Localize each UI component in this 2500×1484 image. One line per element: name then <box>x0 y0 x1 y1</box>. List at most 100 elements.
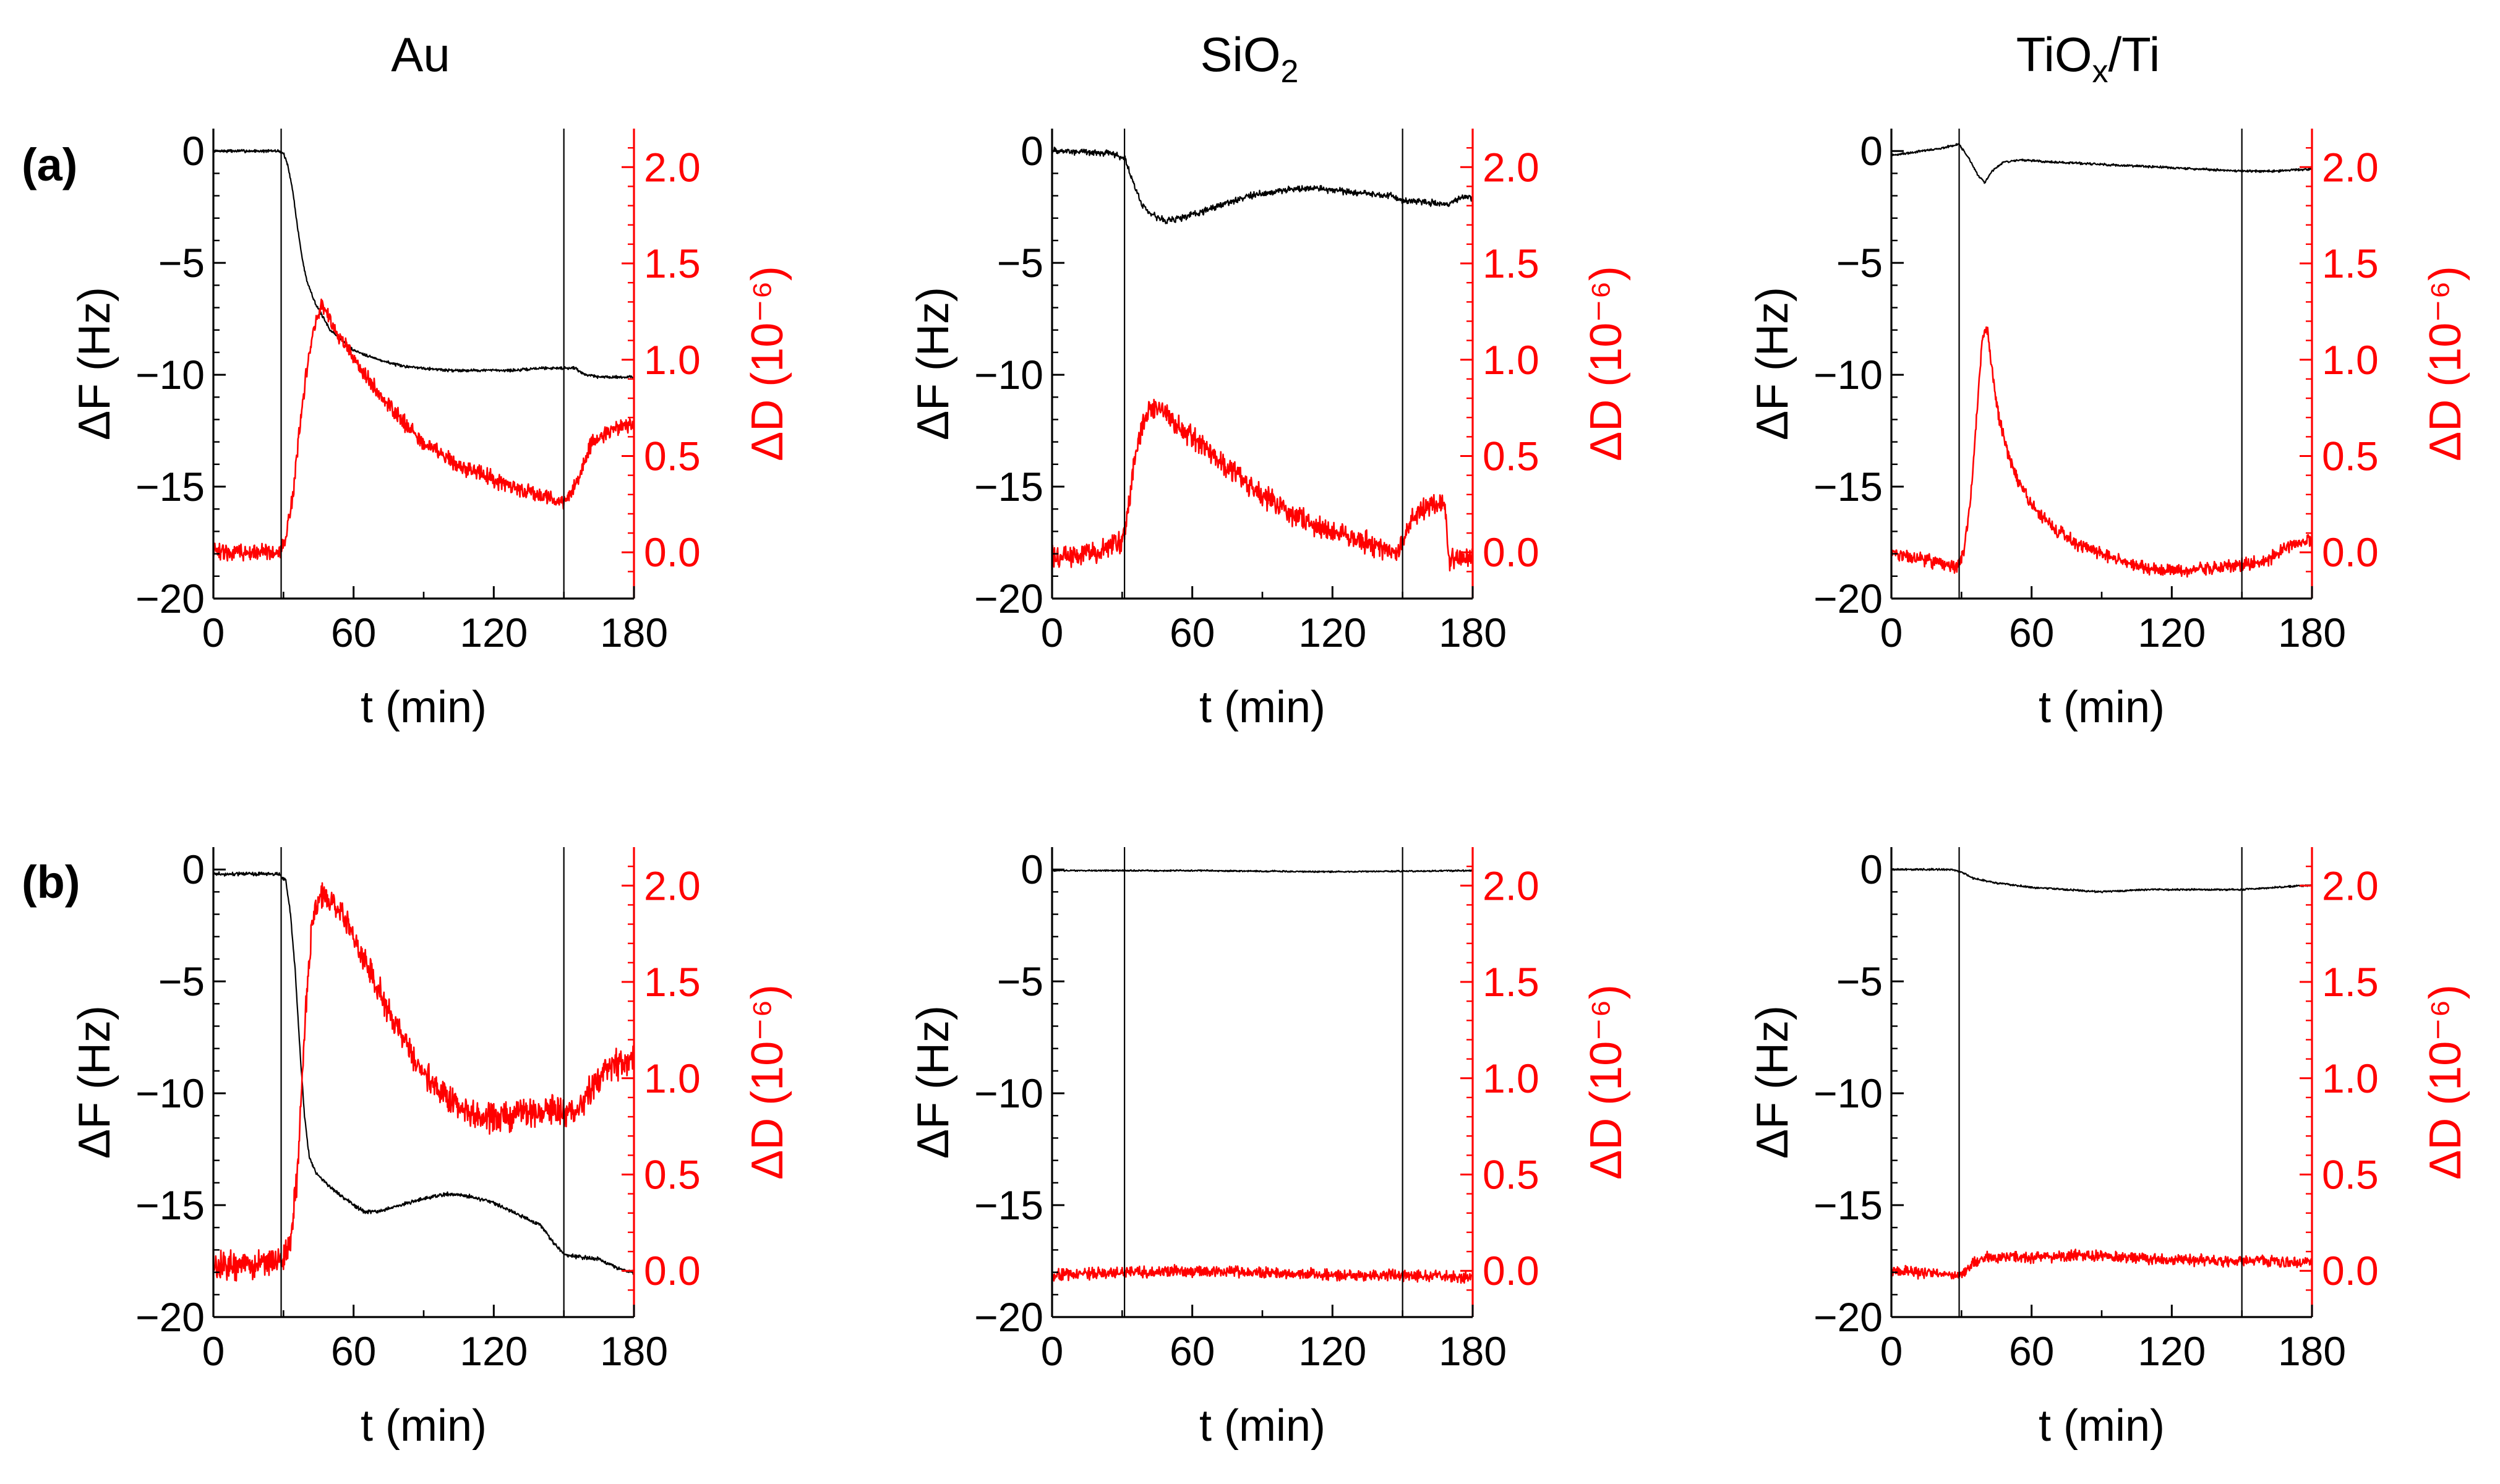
right-tick-label: 0.5 <box>644 1152 701 1198</box>
right-tick-label: 1.0 <box>2322 337 2379 383</box>
right-axis-label: ΔD (10⁻⁶) <box>743 266 792 461</box>
right-tick-label: 0.0 <box>2322 1248 2379 1294</box>
right-tick-label: 2.0 <box>644 863 701 908</box>
frequency-series-line <box>1891 143 2313 184</box>
panel-b-2: 0 60 120 180 0 −5 −10 −15 −20 0.0 0.5 1.0 1.5 2.0 t (m… <box>909 846 1631 1451</box>
right-tick-label: 0.5 <box>1483 433 1539 479</box>
x-tick-label: 180 <box>2278 1328 2346 1374</box>
x-tick-label: 0 <box>202 610 225 655</box>
column-title-sio2: SiO2 <box>1201 27 1299 90</box>
dissipation-series-line <box>212 882 635 1282</box>
left-axis-label: ΔF (Hz) <box>909 287 958 440</box>
left-tick-label: −15 <box>1813 464 1883 510</box>
right-axis-label: ΔD (10⁻⁶) <box>2421 266 2470 461</box>
left-tick-label: −20 <box>135 1294 205 1340</box>
x-tick-label: 120 <box>460 610 528 655</box>
left-tick-label: −10 <box>974 1070 1043 1116</box>
frequency-series-line <box>1051 869 1473 874</box>
column-title-tiox-base: TiO <box>2016 27 2092 82</box>
left-tick-label: 0 <box>1021 846 1043 892</box>
x-axis-label: t (min) <box>361 1401 487 1451</box>
right-tick-label: 0.5 <box>2322 1152 2379 1198</box>
x-tick-label: 60 <box>331 610 376 655</box>
left-tick-label: −5 <box>997 240 1043 286</box>
x-axis-label: t (min) <box>1199 1401 1325 1451</box>
right-tick-label: 1.5 <box>644 241 701 286</box>
x-tick-label: 0 <box>202 1328 225 1374</box>
dissipation-series-line <box>1890 1248 2313 1280</box>
right-tick-label: 2.0 <box>644 144 701 190</box>
x-axis-label: t (min) <box>2039 683 2165 732</box>
left-tick-label: 0 <box>182 128 205 174</box>
left-tick-label: −5 <box>1836 958 1883 1004</box>
x-tick-label: 120 <box>2138 1328 2206 1374</box>
right-tick-label: 1.0 <box>644 1055 701 1101</box>
x-axis-label: t (min) <box>361 683 487 732</box>
x-tick-label: 0 <box>1880 1328 1903 1374</box>
right-tick-label: 1.0 <box>2322 1055 2379 1101</box>
x-tick-label: 0 <box>1041 610 1064 655</box>
right-tick-label: 2.0 <box>1483 863 1539 908</box>
column-title-sio2-subscript: 2 <box>1281 54 1299 90</box>
panel-b-3: 0 60 120 180 0 −5 −10 −15 −20 0.0 0.5 1.0 1.5 2.0 t (m… <box>1748 846 2470 1451</box>
dissipation-series-line <box>1051 398 1474 572</box>
left-tick-label: −5 <box>997 958 1043 1004</box>
frequency-series-line <box>1051 147 1473 224</box>
right-tick-label: 0.0 <box>2322 529 2379 575</box>
right-tick-label: 1.0 <box>1483 337 1539 383</box>
column-title-tiox-rest: /Ti <box>2108 27 2160 82</box>
panel-b-1: 0 60 120 180 0 −5 −10 −15 −20 0.0 0.5 1.0 1.5 2.0 t (m… <box>70 846 792 1451</box>
dissipation-series-line <box>212 298 635 562</box>
left-tick-label: −10 <box>135 352 205 398</box>
x-tick-label: 120 <box>1298 610 1366 655</box>
x-tick-label: 120 <box>460 1328 528 1374</box>
right-tick-label: 1.5 <box>2322 959 2379 1005</box>
column-title-sio2-base: SiO <box>1201 27 1281 82</box>
left-tick-label: −5 <box>1836 240 1883 286</box>
right-tick-label: 1.5 <box>644 959 701 1005</box>
x-tick-label: 0 <box>1041 1328 1064 1374</box>
x-tick-label: 60 <box>1170 1328 1215 1374</box>
right-axis-label: ΔD (10⁻⁶) <box>743 984 792 1180</box>
left-tick-label: −20 <box>974 1294 1043 1340</box>
x-tick-label: 180 <box>600 1328 668 1374</box>
right-tick-label: 0.0 <box>1483 1248 1539 1294</box>
right-tick-label: 2.0 <box>2322 144 2379 190</box>
left-tick-label: −15 <box>974 464 1043 510</box>
left-axis-label: ΔF (Hz) <box>70 287 119 440</box>
left-tick-label: 0 <box>1860 846 1883 892</box>
right-tick-label: 1.0 <box>1483 1055 1539 1101</box>
left-tick-label: 0 <box>1021 128 1043 174</box>
right-tick-label: 0.0 <box>644 1248 701 1294</box>
left-axis-label: ΔF (Hz) <box>909 1005 958 1159</box>
x-tick-label: 60 <box>1170 610 1215 655</box>
x-tick-label: 180 <box>600 610 668 655</box>
left-tick-label: 0 <box>182 846 205 892</box>
x-tick-label: 60 <box>331 1328 376 1374</box>
x-tick-label: 0 <box>1880 610 1903 655</box>
left-tick-label: −20 <box>974 576 1043 621</box>
column-title-au: Au <box>391 27 450 82</box>
frequency-series-line <box>213 148 635 379</box>
left-tick-label: −10 <box>974 352 1043 398</box>
left-tick-label: −10 <box>1813 352 1883 398</box>
left-tick-label: −15 <box>135 1182 205 1228</box>
left-tick-label: −5 <box>158 240 205 286</box>
right-tick-label: 2.0 <box>2322 863 2379 908</box>
left-tick-label: −5 <box>158 958 205 1004</box>
right-tick-label: 1.5 <box>1483 959 1539 1005</box>
right-tick-label: 0.5 <box>1483 1152 1539 1198</box>
right-axis-label: ΔD (10⁻⁶) <box>1582 984 1631 1180</box>
x-tick-label: 180 <box>1439 610 1507 655</box>
left-axis-label: ΔF (Hz) <box>70 1005 119 1159</box>
x-tick-label: 60 <box>2009 610 2054 655</box>
x-tick-label: 120 <box>2138 610 2206 655</box>
left-tick-label: −20 <box>135 576 205 621</box>
left-tick-label: −15 <box>974 1182 1043 1228</box>
right-tick-label: 1.5 <box>1483 241 1539 286</box>
right-axis-label: ΔD (10⁻⁶) <box>2421 984 2470 1180</box>
right-tick-label: 0.0 <box>644 529 701 575</box>
right-tick-label: 2.0 <box>1483 144 1539 190</box>
panel-a-3: 0 60 120 180 0 −5 −10 −15 −20 0.0 0.5 1.0 1.5 2.0 t (m… <box>1748 128 2470 732</box>
